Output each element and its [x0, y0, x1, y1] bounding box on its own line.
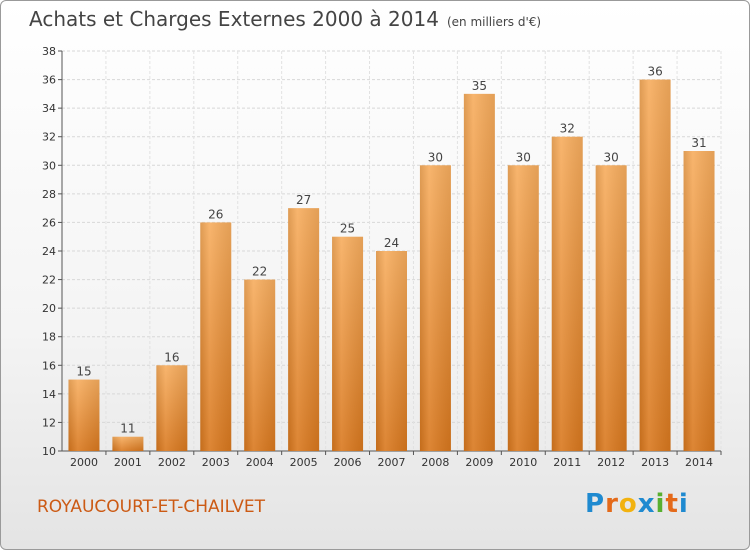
- y-tick-label: 22: [42, 274, 56, 287]
- bar-shade: [639, 79, 671, 452]
- chart-unit: (en milliers d'€): [446, 15, 542, 29]
- bar-shade: [332, 236, 364, 451]
- x-tick-label: 2000: [70, 456, 98, 469]
- bar-shade: [507, 165, 539, 452]
- value-label: 15: [76, 365, 91, 379]
- value-label: 30: [428, 150, 443, 164]
- bar-shade: [419, 165, 451, 452]
- value-label: 36: [647, 65, 662, 79]
- commune-name: ROYAUCOURT-ET-CHAILVET: [37, 497, 265, 517]
- chart-title: Achats et Charges Externes 2000 à 2014 (e…: [29, 7, 541, 31]
- x-tick-label: 2012: [597, 456, 625, 469]
- labels: 15 11 16 26 22 27 25 24 30 35 30 32 30 36 31: [76, 65, 706, 436]
- value-label: 25: [340, 222, 355, 236]
- bar-shade: [112, 436, 144, 451]
- bar-shade: [156, 365, 188, 451]
- x-tick-label: 2011: [553, 456, 581, 469]
- bar-shade: [683, 151, 715, 451]
- x-tick-label: 2010: [509, 456, 537, 469]
- y-tick-label: 10: [42, 445, 56, 458]
- y-tick-label: 28: [42, 188, 56, 201]
- value-label: 27: [296, 193, 311, 207]
- bar-shade: [288, 208, 320, 451]
- x-tick-label: 2014: [685, 456, 713, 469]
- value-label: 32: [560, 122, 575, 136]
- x-tick-label: 2001: [114, 456, 142, 469]
- value-label: 30: [516, 150, 531, 164]
- chart-title-text: Achats et Charges Externes 2000 à 2014: [29, 7, 439, 31]
- bar-shade: [463, 93, 495, 451]
- x-tick-label: 2013: [641, 456, 669, 469]
- x-tick-label: 2008: [421, 456, 449, 469]
- bar-shade: [200, 222, 232, 451]
- bar-shade: [68, 379, 100, 451]
- y-tick-label: 34: [42, 102, 56, 115]
- y-tick-label: 16: [42, 359, 56, 372]
- x-tick-label: 2004: [246, 456, 274, 469]
- y-tick-label: 20: [42, 302, 56, 315]
- value-label: 31: [691, 136, 706, 150]
- y-tick-label: 18: [42, 331, 56, 344]
- bar-shade: [376, 251, 407, 451]
- axes: 10 12 14 16 18 20 22 24 26 28 30 32 34 36 38 2000 2001 20…: [42, 45, 722, 469]
- value-label: 26: [208, 207, 223, 221]
- proxiti-logo[interactable]: Proxiti: [585, 489, 689, 519]
- x-tick-label: 2005: [290, 456, 318, 469]
- value-label: 30: [604, 150, 619, 164]
- x-tick-label: 2003: [202, 456, 230, 469]
- x-tick-label: 2006: [334, 456, 362, 469]
- y-tick-label: 12: [42, 416, 56, 429]
- bar-shade: [551, 136, 583, 451]
- value-label: 11: [120, 422, 135, 436]
- x-tick-label: 2002: [158, 456, 186, 469]
- bars: [68, 79, 715, 452]
- y-tick-label: 38: [42, 45, 56, 58]
- y-tick-label: 32: [42, 131, 56, 144]
- y-tick-label: 26: [42, 216, 56, 229]
- x-tick-label: 2007: [378, 456, 406, 469]
- y-tick-label: 24: [42, 245, 56, 258]
- value-label: 16: [164, 350, 179, 364]
- x-tick-label: 2009: [465, 456, 493, 469]
- bar-shade: [595, 165, 627, 452]
- y-tick-label: 14: [42, 388, 56, 401]
- value-label: 35: [472, 79, 487, 93]
- value-label: 24: [384, 236, 399, 250]
- value-label: 22: [252, 265, 267, 279]
- y-tick-label: 36: [42, 74, 56, 87]
- bar-shade: [244, 279, 276, 451]
- y-tick-label: 30: [42, 159, 56, 172]
